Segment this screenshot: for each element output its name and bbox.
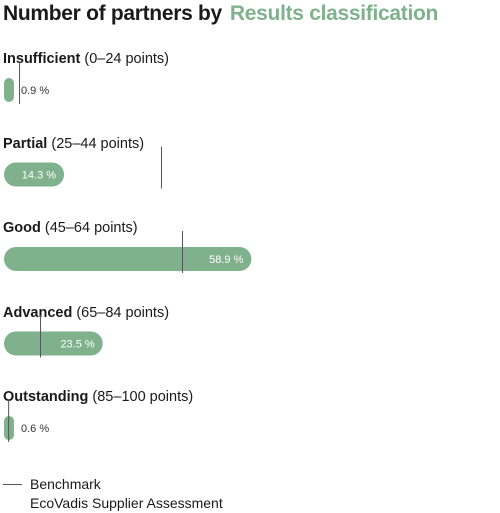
- category-label: Insufficient (0–24 points): [3, 50, 169, 68]
- category-name: Partial: [3, 135, 48, 152]
- benchmark-legend-line: [3, 484, 22, 485]
- category-label: Outstanding (85–100 points): [3, 388, 193, 406]
- category-name: Insufficient: [3, 51, 81, 67]
- bar: [4, 331, 103, 356]
- legend-label-source: EcoVadis Supplier Assessment: [30, 495, 223, 511]
- value-label: 0.6 %: [21, 423, 49, 435]
- bar: [4, 247, 252, 271]
- legend: Benchmark EcoVadis Supplier Assessment: [3, 475, 223, 513]
- category-label: Partial (25–44 points): [3, 135, 144, 153]
- category-range: (85–100 points): [88, 389, 194, 405]
- value-label: 58.9 %: [209, 254, 243, 266]
- chart-title-accent: Results classification: [229, 2, 439, 25]
- legend-label-benchmark: Benchmark: [30, 476, 101, 492]
- category-range: (25–44 points): [47, 135, 145, 152]
- value-label: 23.5 %: [60, 339, 94, 351]
- category-range: (0–24 points): [80, 51, 170, 67]
- category-name: Advanced: [3, 304, 73, 321]
- category-name: Outstanding: [3, 389, 89, 405]
- chart-title: Number of partners by Results classificat…: [3, 1, 438, 27]
- bar: [4, 78, 14, 102]
- value-label: 0.9 %: [21, 85, 49, 97]
- category-label: Advanced (65–84 points): [3, 304, 169, 322]
- chart-title-main: Number of partners by: [3, 2, 222, 25]
- category-range: (45–64 points): [40, 220, 138, 236]
- value-label: 14.3 %: [22, 170, 56, 182]
- bar: [4, 162, 65, 187]
- category-label: Good (45–64 points): [3, 219, 138, 237]
- category-name: Good: [3, 220, 41, 236]
- category-range: (65–84 points): [72, 304, 170, 321]
